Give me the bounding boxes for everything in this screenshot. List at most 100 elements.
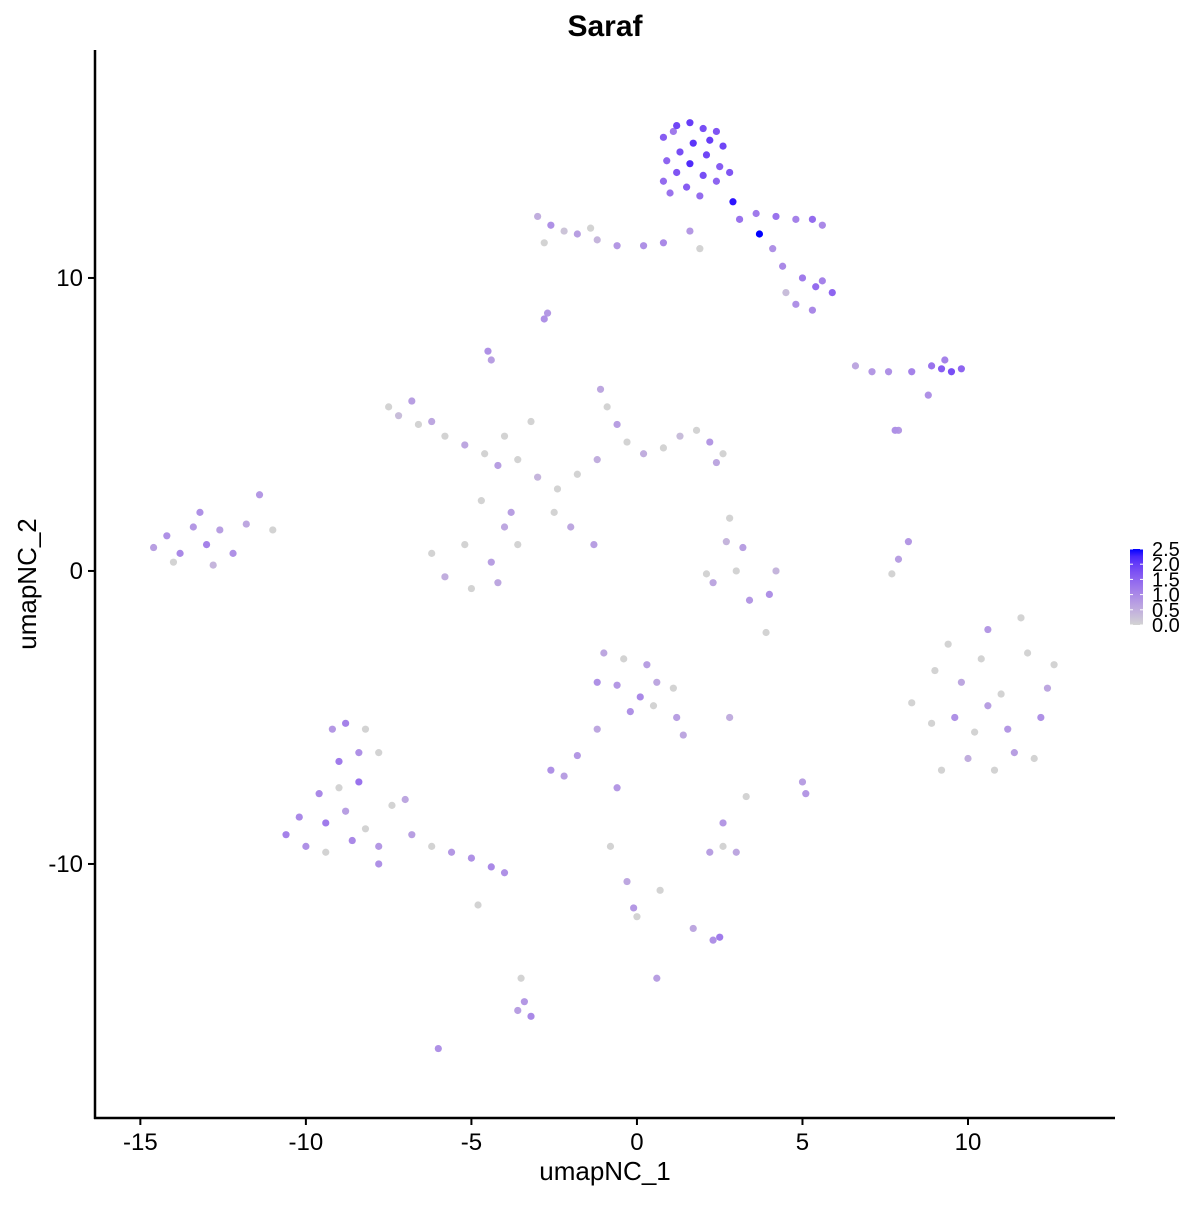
cell-point xyxy=(209,561,217,569)
cell-point xyxy=(927,719,936,727)
cell-point xyxy=(656,886,664,894)
cell-point xyxy=(659,444,668,452)
cell-point xyxy=(547,221,555,229)
cell-point xyxy=(335,784,343,792)
cell-point xyxy=(567,523,575,531)
cell-point xyxy=(924,391,932,399)
cell-point xyxy=(964,754,972,763)
cell-point xyxy=(255,491,264,499)
cell-point xyxy=(355,778,363,786)
cell-point xyxy=(673,168,681,177)
cell-point xyxy=(732,567,740,575)
cell-point xyxy=(467,584,476,593)
cell-point xyxy=(375,749,383,757)
y-tick-label: 10 xyxy=(56,265,83,292)
cell-point xyxy=(676,148,684,156)
cell-point xyxy=(828,289,836,297)
cell-point xyxy=(573,751,581,760)
cell-point xyxy=(342,719,350,727)
cell-point xyxy=(596,385,605,393)
colorbar xyxy=(1130,549,1143,625)
cell-point xyxy=(927,362,936,370)
cell-point xyxy=(812,283,820,291)
cell-point xyxy=(269,526,277,534)
cell-point xyxy=(666,189,674,197)
cell-point xyxy=(348,836,356,845)
y-axis-label: umapNC_2 xyxy=(12,518,42,650)
cell-point xyxy=(762,628,770,637)
cell-point xyxy=(514,1006,522,1015)
x-tick-label: 10 xyxy=(955,1129,982,1156)
cell-point xyxy=(593,678,601,686)
cell-point xyxy=(643,661,651,669)
colorbar-label: 1.0 xyxy=(1152,585,1180,607)
cell-point xyxy=(990,766,999,774)
cell-point xyxy=(328,725,336,733)
cell-point xyxy=(520,998,528,1006)
cell-point xyxy=(1030,754,1038,763)
cell-point xyxy=(772,567,780,575)
cell-point xyxy=(984,702,992,710)
cell-point xyxy=(706,848,714,856)
cell-point xyxy=(904,538,913,546)
cell-point xyxy=(706,136,714,144)
cell-point xyxy=(385,403,393,411)
cell-point xyxy=(659,239,668,247)
cell-point xyxy=(726,514,734,522)
cell-point xyxy=(494,461,502,470)
cell-point xyxy=(428,417,436,426)
cell-point xyxy=(534,473,542,481)
cell-point xyxy=(702,151,711,159)
cell-point xyxy=(487,558,495,566)
cell-point xyxy=(477,497,485,505)
y-tick-label: 0 xyxy=(70,558,83,585)
cell-point xyxy=(361,825,370,833)
cell-point xyxy=(957,678,965,686)
cell-point xyxy=(315,790,323,798)
cell-point xyxy=(176,549,184,557)
cell-point xyxy=(189,523,197,531)
cell-point xyxy=(709,936,717,944)
chart-title: Saraf xyxy=(567,10,643,43)
cell-point xyxy=(1037,713,1045,722)
cell-point xyxy=(669,684,677,692)
cell-point xyxy=(196,508,204,516)
cell-point xyxy=(971,728,979,736)
cell-point xyxy=(242,520,250,528)
cell-point xyxy=(669,127,677,136)
cell-point xyxy=(689,139,697,147)
cell-point xyxy=(951,713,959,722)
colorbar-label: 1.5 xyxy=(1152,569,1180,591)
cell-point xyxy=(894,555,903,563)
cell-point xyxy=(676,432,684,440)
cell-point xyxy=(719,819,727,827)
cell-point xyxy=(742,792,750,801)
cell-point xyxy=(414,420,423,429)
cell-point xyxy=(553,485,562,493)
cell-point xyxy=(818,277,826,285)
cell-point xyxy=(573,230,581,238)
cell-point xyxy=(888,570,896,578)
x-tick-label: -15 xyxy=(123,1129,158,1156)
cell-point xyxy=(765,590,773,599)
cell-point xyxy=(673,713,681,722)
cell-point xyxy=(798,778,807,786)
cell-point xyxy=(474,901,482,909)
cell-point xyxy=(527,417,535,426)
cell-point xyxy=(342,807,350,815)
cell-point xyxy=(514,540,522,549)
cell-point xyxy=(712,458,721,467)
cell-point xyxy=(202,540,211,549)
cell-point xyxy=(653,974,661,982)
cell-point xyxy=(434,1044,442,1053)
cell-point xyxy=(639,450,648,458)
cell-point xyxy=(782,289,790,297)
cell-point xyxy=(527,1012,535,1020)
cell-point xyxy=(712,177,721,185)
cell-point xyxy=(401,795,409,804)
cell-point xyxy=(769,245,777,253)
cell-point xyxy=(957,365,965,373)
cell-point xyxy=(745,596,754,604)
cell-point xyxy=(355,749,363,757)
cell-point xyxy=(163,532,171,540)
